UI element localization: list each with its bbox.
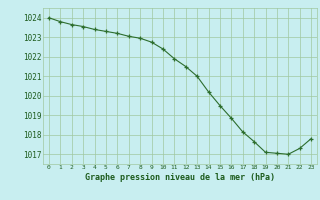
X-axis label: Graphe pression niveau de la mer (hPa): Graphe pression niveau de la mer (hPa): [85, 173, 275, 182]
